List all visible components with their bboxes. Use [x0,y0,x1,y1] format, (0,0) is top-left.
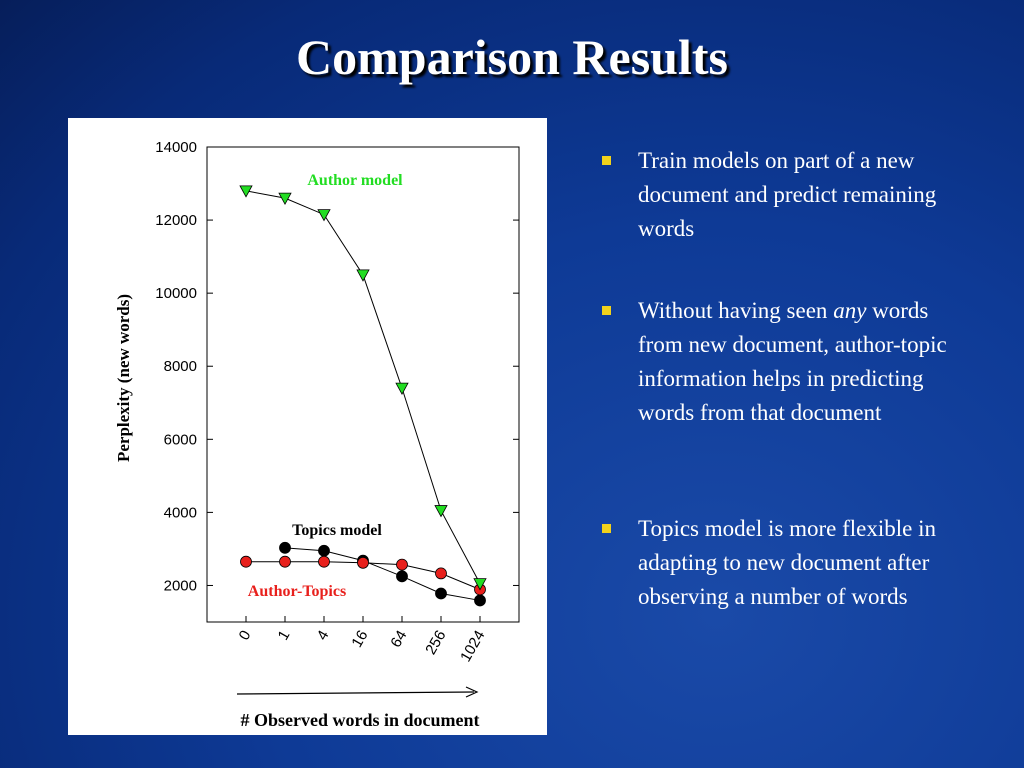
x-tick-label: 64 [387,628,410,651]
marker [318,544,330,557]
y-axis-label: Perplexity (new words) [114,294,133,462]
bullet: Topics model is more flexible in adaptin… [600,512,968,614]
marker [473,578,487,591]
marker [317,209,331,222]
chart-panel [68,118,547,735]
marker [435,567,447,580]
x-tick-label: 16 [348,628,371,651]
y-tick-label: 10000 [155,285,197,302]
bullet: Without having seen any words from new d… [600,294,968,430]
marker [278,192,292,205]
bullet-text: words from new document, author-topic in… [638,298,947,425]
marker [474,594,486,607]
marker [396,570,408,583]
series-label: Author-Topics [248,583,346,600]
marker [356,269,370,282]
y-tick-label: 4000 [164,504,197,521]
bullet-text: Without having seen [638,298,834,323]
y-tick-label: 6000 [164,431,197,448]
arrow-head [465,686,479,698]
series-line [284,547,481,601]
x-axis-label: # Observed words in document [240,710,479,730]
slide-title: Comparison Results [296,29,728,85]
bullet: Train models on part of a new document a… [600,144,968,246]
marker [279,541,291,554]
marker [240,555,252,568]
marker [435,587,447,600]
marker [396,558,408,571]
emphasis: any [833,298,867,323]
y-tick-label: 8000 [164,358,197,375]
marker [279,555,291,568]
y-tick-label: 2000 [164,577,197,594]
marker [434,505,448,518]
y-tick-label: 14000 [155,139,197,156]
marker [395,382,409,395]
marker [239,185,253,198]
arrow [236,691,475,695]
series-label: Author model [307,172,403,189]
marker [357,556,369,569]
series-label: Topics model [292,522,382,539]
y-tick-label: 12000 [155,212,197,229]
marker [318,555,330,568]
